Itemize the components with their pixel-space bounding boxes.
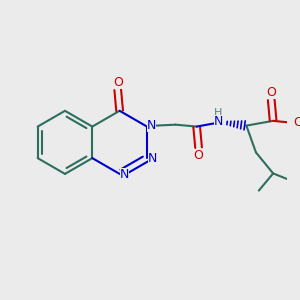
Text: N: N bbox=[214, 115, 223, 128]
Text: O: O bbox=[113, 76, 123, 88]
Text: H: H bbox=[214, 108, 222, 118]
Text: N: N bbox=[147, 119, 156, 132]
Text: O: O bbox=[194, 149, 203, 162]
Text: N: N bbox=[120, 168, 129, 182]
Text: N: N bbox=[148, 152, 158, 165]
Text: O: O bbox=[293, 116, 300, 129]
Text: O: O bbox=[266, 86, 276, 99]
